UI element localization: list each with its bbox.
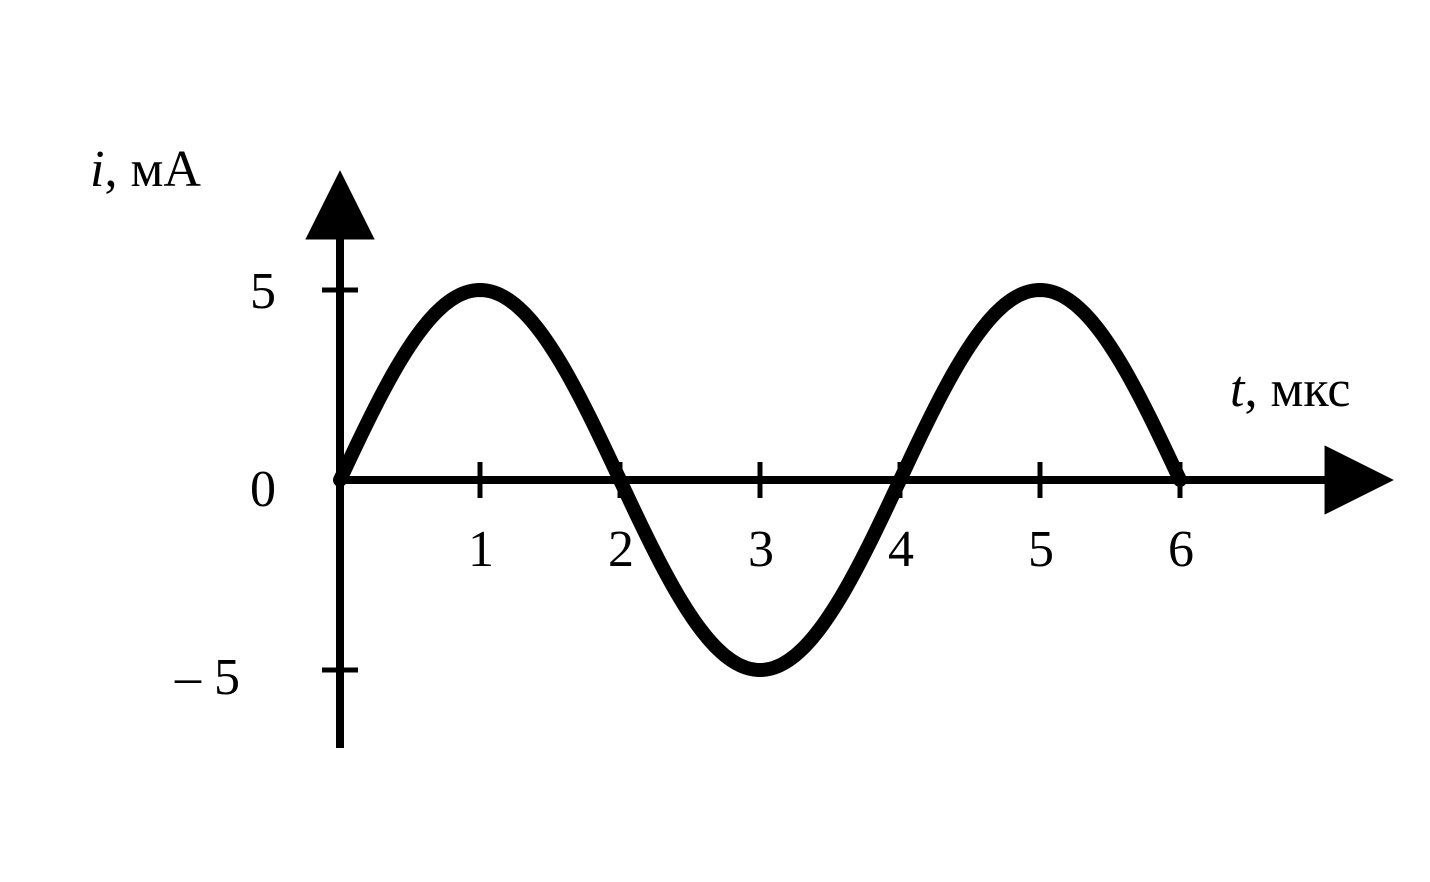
y-tick-label-0: 0 [250, 460, 276, 519]
y-axis-variable: i [90, 141, 104, 198]
y-axis-unit: , мА [104, 141, 200, 198]
y-tick-label-neg5: – 5 [175, 648, 240, 707]
chart-svg [0, 0, 1430, 882]
x-axis-title: t, мкс [1230, 360, 1350, 419]
x-tick-label-1: 1 [468, 520, 494, 579]
x-tick-label-2: 2 [608, 520, 634, 579]
y-axis-title: i, мА [90, 140, 201, 199]
x-tick-label-3: 3 [748, 520, 774, 579]
x-tick-label-6: 6 [1168, 520, 1194, 579]
x-tick-label-5: 5 [1028, 520, 1054, 579]
x-tick-label-4: 4 [888, 520, 914, 579]
x-axis-variable: t [1230, 361, 1244, 418]
y-tick-label-5: 5 [250, 262, 276, 321]
x-axis-unit: , мкс [1244, 361, 1350, 418]
chart-container: i, мА t, мкс 5 0 – 5 1 2 3 4 5 6 [0, 0, 1430, 882]
